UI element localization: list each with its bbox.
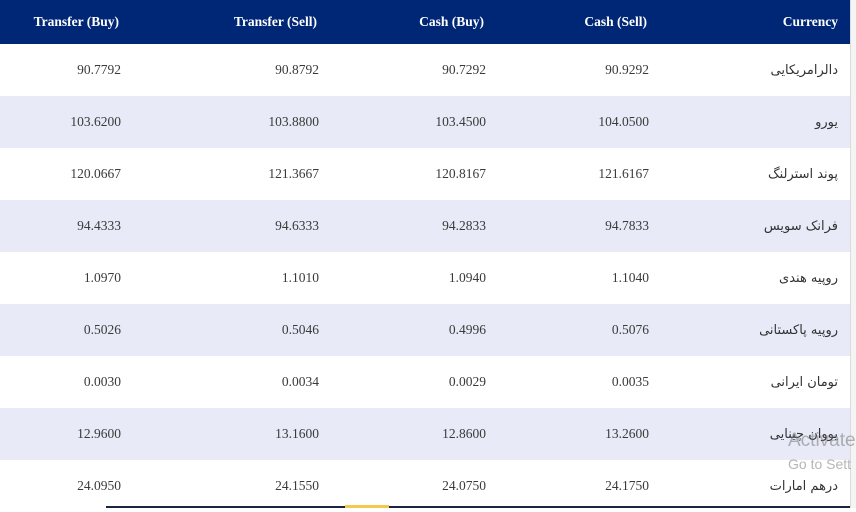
transfer-buy-cell: 103.6200 (0, 96, 131, 148)
cash-sell-cell: 121.6167 (598, 166, 649, 181)
table-row: 24.0950 24.1550 24.0750 24.1750 درهم امارات (0, 460, 850, 512)
currency-name-cell: پوند استرلنگ (767, 166, 838, 182)
table-row: 0.0030 0.0034 0.0029 0.0035 تومان ایرانی (0, 356, 850, 408)
cash-sell-cell: 13.2600 (496, 408, 659, 460)
cash-sell-cell: 90.9292 (605, 62, 649, 77)
header-currency: Currency (659, 0, 850, 44)
currency-name-cell: روپیه پاکستانی (659, 304, 850, 356)
table-row: 0.5026 0.5046 0.4996 0.5076 روپیه پاکستانی (0, 304, 850, 356)
table-row: 1.0970 1.1010 1.0940 1.1040 روپیه هندی (0, 252, 850, 304)
transfer-buy-cell: 1.0970 (83, 270, 121, 285)
transfer-buy-cell: 120.0667 (70, 166, 121, 181)
header-transfer-buy: Transfer (Buy) (0, 0, 131, 44)
transfer-sell-cell: 121.3667 (268, 166, 319, 181)
currency-name-cell: تومان ایرانی (770, 374, 838, 390)
cash-buy-cell: 103.4500 (329, 96, 496, 148)
cash-buy-cell: 0.0029 (448, 374, 486, 389)
cash-sell-cell: 0.5076 (496, 304, 659, 356)
transfer-buy-cell: 0.5026 (0, 304, 131, 356)
transfer-sell-cell: 0.0034 (281, 374, 319, 389)
transfer-sell-cell: 24.1550 (275, 478, 319, 493)
bottom-divider (106, 506, 850, 508)
table-body: 90.7792 90.8792 90.7292 90.9292 دالرامریکایی… (0, 44, 850, 512)
transfer-sell-cell: 1.1010 (281, 270, 319, 285)
currency-name-cell: دالرامریکایی (770, 62, 839, 78)
transfer-sell-cell: 0.5046 (131, 304, 329, 356)
header-transfer-sell: Transfer (Sell) (131, 0, 329, 44)
transfer-sell-cell: 103.8800 (131, 96, 329, 148)
table-row: 103.6200 103.8800 103.4500 104.0500 یورو (0, 96, 850, 148)
transfer-buy-cell: 12.9600 (0, 408, 131, 460)
cash-sell-cell: 0.0035 (611, 374, 649, 389)
cash-sell-cell: 104.0500 (496, 96, 659, 148)
transfer-buy-cell: 90.7792 (77, 62, 121, 77)
table-header-row: Transfer (Buy) Transfer (Sell) Cash (Buy… (0, 0, 850, 44)
cash-buy-cell: 24.0750 (442, 478, 486, 493)
cash-sell-cell: 24.1750 (605, 478, 649, 493)
table-row: 12.9600 13.1600 12.8600 13.2600 یووان چینایی (0, 408, 850, 460)
currency-name-cell: درهم امارات (769, 478, 838, 494)
table-row: 120.0667 121.3667 120.8167 121.6167 پوند است… (0, 148, 850, 200)
cash-sell-cell: 1.1040 (611, 270, 649, 285)
transfer-sell-cell: 90.8792 (275, 62, 319, 77)
cash-buy-cell: 90.7292 (442, 62, 486, 77)
cash-buy-cell: 120.8167 (435, 166, 486, 181)
transfer-buy-cell: 0.0030 (83, 374, 121, 389)
header-cash-buy: Cash (Buy) (329, 0, 496, 44)
transfer-sell-cell: 94.6333 (131, 200, 329, 252)
header-cash-sell: Cash (Sell) (496, 0, 659, 44)
currency-name-cell: یورو (659, 96, 850, 148)
cash-buy-cell: 0.4996 (329, 304, 496, 356)
cash-buy-cell: 1.0940 (448, 270, 486, 285)
currency-name-cell: فرانک سویس (659, 200, 850, 252)
bottom-accent-bar (345, 505, 389, 508)
vertical-scrollbar[interactable] (850, 0, 856, 508)
currency-name-cell: یووان چینایی (659, 408, 850, 460)
currency-name-cell: روپیه هندی (779, 270, 838, 286)
transfer-buy-cell: 24.0950 (77, 478, 121, 493)
cash-sell-cell: 94.7833 (496, 200, 659, 252)
table-row: 90.7792 90.8792 90.7292 90.9292 دالرامریکایی (0, 44, 850, 96)
table-row: 94.4333 94.6333 94.2833 94.7833 فرانک سویس (0, 200, 850, 252)
transfer-buy-cell: 94.4333 (0, 200, 131, 252)
transfer-sell-cell: 13.1600 (131, 408, 329, 460)
cash-buy-cell: 94.2833 (329, 200, 496, 252)
cash-buy-cell: 12.8600 (329, 408, 496, 460)
